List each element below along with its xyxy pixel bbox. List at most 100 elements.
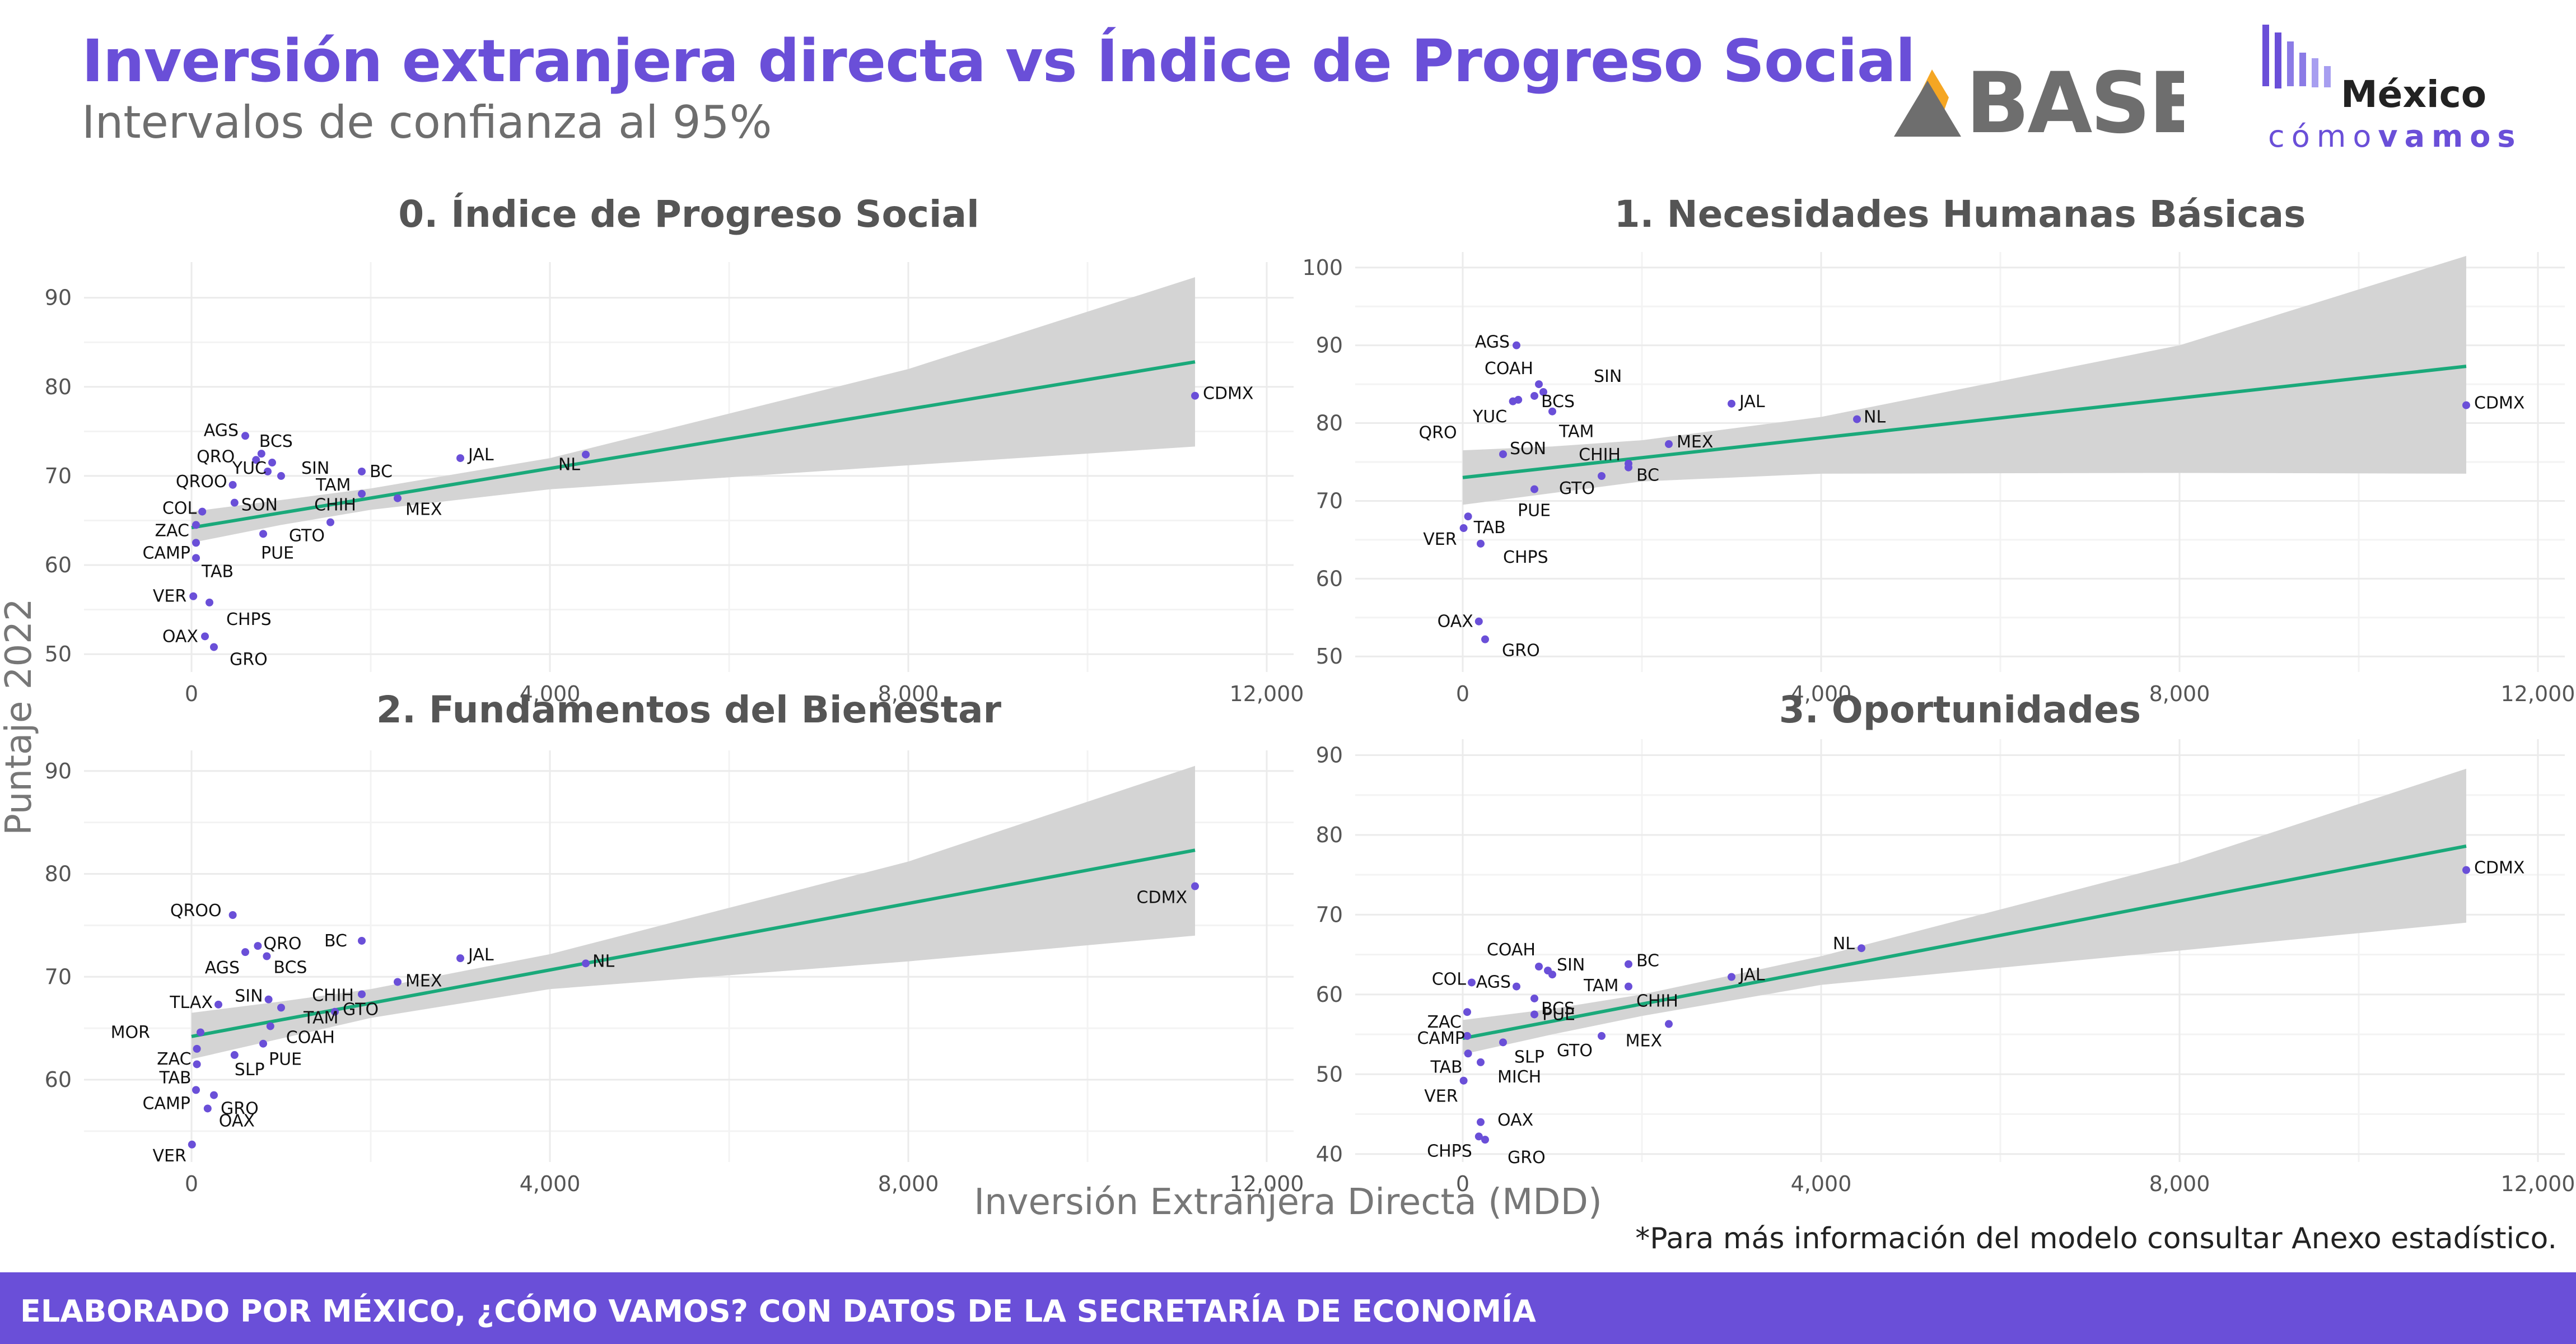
point-ver (1459, 1076, 1468, 1085)
point-zac (1463, 1008, 1471, 1016)
point-label: AGS (1476, 973, 1511, 992)
point-gro (1481, 1136, 1489, 1144)
point-label: AGS (205, 958, 240, 978)
point-oax (1474, 617, 1483, 626)
point-cdmx (2462, 401, 2470, 409)
point-label: CHIH (1579, 445, 1621, 465)
base-logo-mountain-icon (1894, 81, 1961, 137)
point-label: SIN (1594, 367, 1622, 386)
point-label: VER (152, 1146, 186, 1166)
y-tick-label: 80 (1316, 411, 1343, 436)
point-gto (1598, 1032, 1606, 1040)
x-tick-label: 12,000 (1230, 682, 1304, 706)
point-label: GRO (221, 1099, 259, 1119)
point-oax (201, 632, 209, 641)
point-label: GTO (343, 1000, 379, 1020)
point-label: OAX (1438, 612, 1473, 632)
point-label: CHPS (226, 610, 272, 629)
point-sin (1539, 388, 1547, 396)
x-tick-label: 12,000 (1230, 1172, 1304, 1196)
x-tick-label: 8,000 (878, 1172, 939, 1196)
y-tick-label: 80 (45, 862, 72, 886)
point-col (1468, 978, 1476, 987)
confidence-band (1463, 255, 2466, 505)
point-label: ZAC (1427, 1012, 1462, 1032)
y-tick-label: 60 (1316, 982, 1343, 1007)
point-label: CDMX (2474, 858, 2524, 878)
point-pue (1530, 1010, 1538, 1019)
point-label: BC (1636, 466, 1659, 486)
x-tick-label: 4,000 (1791, 1172, 1852, 1196)
point-label: CHIH (314, 496, 356, 515)
point-label: SLP (235, 1060, 265, 1080)
point-label: JAL (1738, 965, 1765, 985)
x-tick-label: 4,000 (520, 1172, 581, 1196)
y-tick-label: 90 (45, 286, 72, 310)
point-tab (192, 554, 200, 562)
point-label: QRO (1419, 423, 1457, 443)
x-tick-label: 8,000 (878, 682, 939, 706)
chart-title: 3. Oportunidades (1779, 688, 2141, 731)
base-logo: BASE (1894, 58, 2184, 142)
point-slp (1499, 1038, 1507, 1047)
point-label: TAM (1558, 422, 1594, 442)
point-label: NL (592, 951, 614, 971)
point-label: SIN (1557, 955, 1585, 975)
point-jal (1728, 973, 1735, 981)
x-tick-label: 4,000 (520, 682, 581, 706)
point-label: CDMX (1137, 888, 1187, 908)
point-oax (203, 1104, 212, 1113)
point-label: GTO (289, 526, 325, 546)
point-label: CDMX (2474, 394, 2524, 413)
fit-line (1462, 844, 2467, 1040)
point-label: QRO (263, 934, 301, 954)
point-label: SIN (235, 987, 263, 1006)
point-qroo (228, 911, 237, 919)
point-label: BC (324, 931, 347, 951)
footer-bar: ELABORADO POR MÉXICO, ¿CÓMO VAMOS? CON D… (0, 1272, 2576, 1344)
point-chps (1477, 539, 1485, 548)
point-bc (358, 467, 366, 475)
point-label: YUC (1472, 407, 1507, 427)
y-tick-label: 90 (1316, 743, 1343, 767)
point-tab (193, 1060, 201, 1068)
point-label: SON (1510, 439, 1546, 459)
point-label: SON (241, 496, 278, 515)
point-label: AGS (1475, 333, 1510, 352)
point-gro (210, 1091, 218, 1099)
point-label: OAX (1497, 1110, 1533, 1130)
x-tick-label: 0 (1456, 1172, 1469, 1196)
y-axis-label: Puntaje 2022 (0, 598, 40, 836)
point-label: CAMP (1417, 1029, 1465, 1048)
point-label: MEX (405, 500, 442, 520)
confidence-band (192, 277, 1195, 543)
point-label: TAM (303, 1008, 338, 1028)
y-tick-label: 70 (1316, 902, 1343, 927)
point-label: VER (1423, 530, 1457, 549)
point-tab (1464, 512, 1472, 521)
point-mor (197, 1028, 204, 1037)
point-ver (1459, 524, 1468, 533)
point-ags (1513, 341, 1520, 349)
mcv-logo-vamos: vamos (2378, 119, 2522, 154)
point-label: AGS (204, 421, 239, 440)
fit-line (1462, 365, 2467, 479)
y-tick-label: 80 (1316, 823, 1343, 847)
y-tick-label: 50 (45, 642, 72, 666)
y-tick-label: 40 (1316, 1142, 1343, 1166)
point-label: PUE (1542, 1005, 1575, 1024)
point-oax (1477, 1118, 1485, 1126)
point-zac (193, 1044, 201, 1053)
point-nl (582, 959, 590, 968)
point-label: GTO (1559, 479, 1595, 498)
mexico-como-vamos-logo-bars-icon (2262, 25, 2331, 88)
point-son (1499, 450, 1507, 459)
point-bc (1625, 960, 1632, 968)
point-label: BC (370, 462, 393, 482)
point-gto (331, 1007, 339, 1016)
point-nl (1858, 944, 1865, 953)
y-tick-label: 80 (45, 375, 72, 399)
point-label: BC (1636, 951, 1659, 971)
point-ags (241, 948, 249, 956)
point-chih (358, 489, 366, 498)
